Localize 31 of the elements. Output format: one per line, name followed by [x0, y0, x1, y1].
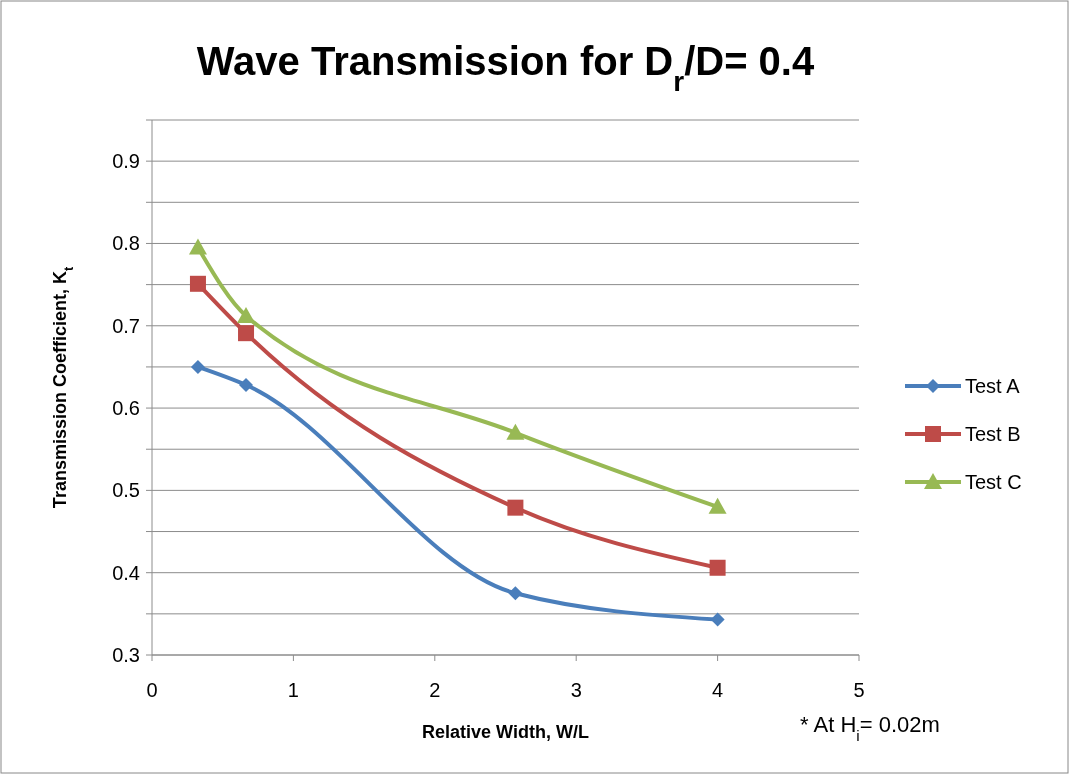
point — [237, 306, 256, 323]
point — [188, 238, 207, 255]
legend-label: Test C — [965, 471, 1022, 493]
point — [239, 378, 254, 393]
x-tick-label: 3 — [570, 679, 582, 701]
chart-title: Wave Transmission for D$_{r}$/D= 0.4 — [196, 39, 815, 97]
legend-label: Test B — [965, 423, 1021, 445]
y-tick-label: 0.5 — [112, 479, 140, 502]
point — [189, 275, 206, 292]
point — [709, 559, 726, 576]
y-tick-label: 0.4 — [112, 561, 140, 584]
legend-label: Test A — [965, 375, 1021, 397]
y-tick-label: 0.8 — [112, 232, 140, 255]
y-tick-label: 0.3 — [112, 644, 140, 666]
point — [507, 499, 524, 516]
y-tick-label: 0.7 — [112, 314, 140, 337]
y-tick-label: 0.9 — [112, 150, 140, 173]
y-tick-label: 0.6 — [112, 397, 140, 420]
x-tick-label: 1 — [287, 679, 299, 701]
x-tick-label: 2 — [429, 679, 441, 701]
point — [710, 612, 725, 627]
point — [190, 359, 205, 374]
x-tick-label: 0 — [146, 679, 158, 701]
x-tick-label: 4 — [712, 679, 724, 701]
point — [508, 586, 523, 601]
point — [708, 497, 727, 514]
x-tick-label: 5 — [853, 679, 865, 701]
text: * At H$_{i}$= 0.02m — [800, 712, 940, 744]
point — [238, 325, 255, 342]
x-axis-title: Relative Width, W/L — [422, 722, 589, 742]
point — [506, 423, 525, 440]
